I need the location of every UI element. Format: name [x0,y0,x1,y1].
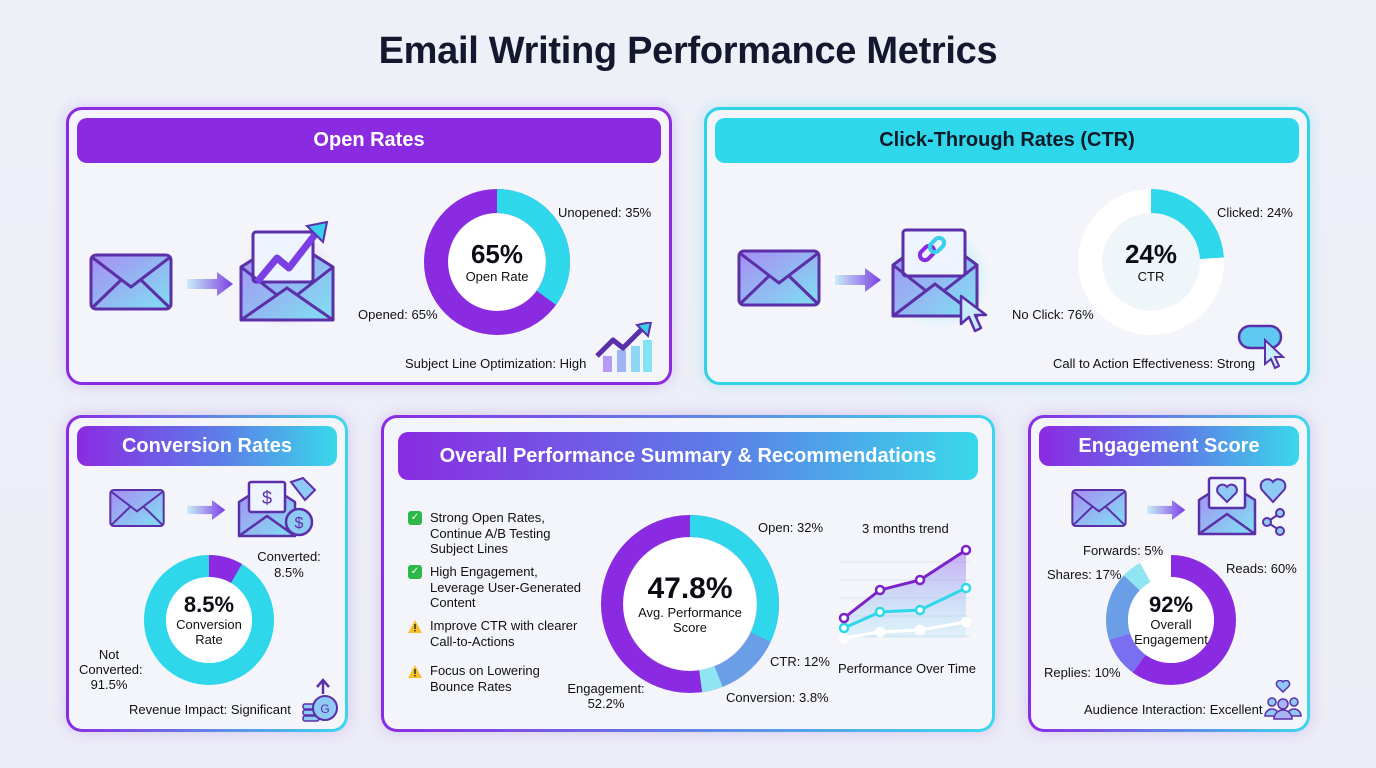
envelope-icon [89,253,173,311]
open-rate-value: 65% [470,239,524,270]
money-envelope-icon: $ $ [237,476,317,538]
open-rates-footer: Subject Line Optimization: High [405,356,587,371]
warning-icon [408,619,422,633]
ctr-footer: Call to Action Effectiveness: Strong [1053,356,1256,371]
envelope-icon [1071,489,1127,527]
summary-header: Overall Performance Summary & Recommenda… [398,432,978,480]
arrow-right-icon [835,268,881,292]
ctr-card: Click-Through Rates (CTR) 24% CTR Clicke… [704,107,1310,385]
open-rates-card: Open Rates 65% Open Rate Unopened: 35% O… [66,107,672,385]
replies-label: Replies: 10% [1044,665,1121,680]
avg-score-value: 47.8% [647,572,733,606]
check-icon: ✓ [408,511,422,525]
engagement-card: Engagement Score 92% Overall Engagement [1028,415,1310,732]
coin-growth-icon: G [302,678,338,722]
svg-text:$: $ [295,515,304,532]
conversion-segment-label: Conversion: 3.8% [726,690,829,705]
reads-label: Reads: 60% [1226,561,1297,576]
recommendation-item: Focus on Lowering Bounce Rates [408,663,540,694]
conversion-footer: Revenue Impact: Significant [129,702,291,717]
summary-center: 47.8% Avg. Performance Score [638,572,742,635]
cursor-icon [959,294,988,333]
envelope-icon [737,249,821,307]
svg-text:$: $ [262,488,272,508]
open-rate-label: Open Rate [465,269,529,285]
cta-button-click-icon [1237,324,1286,370]
ctr-header: Click-Through Rates (CTR) [715,118,1299,163]
trend-caption: Performance Over Time [838,661,976,676]
open-envelope-growth-icon [237,220,337,325]
summary-donut-chart [601,515,779,693]
engagement-donut-chart [1106,555,1236,685]
shares-label: Shares: 17% [1047,567,1122,582]
trend-bars-icon [595,322,653,372]
heart-envelope-icon [1197,476,1257,536]
share-icon [1262,508,1285,536]
engagement-center: 92% Overall Engagement [1134,592,1208,647]
opened-label: Opened: 65% [358,307,438,322]
warning-icon [408,664,422,678]
open-rates-center: 65% Open Rate [447,212,547,312]
arrow-right-icon [187,500,226,520]
open-rates-header: Open Rates [77,118,661,163]
no-click-label: No Click: 76% [1012,307,1094,322]
conversion-header: Conversion Rates [77,426,337,466]
ctr-donut-chart [1078,189,1224,335]
converted-label: Converted: 8.5% [257,549,321,580]
trend-title: 3 months trend [862,521,949,536]
audience-icon [1264,680,1302,720]
engagement-value: 92% [1148,592,1194,618]
arrow-right-icon [187,272,233,296]
trend-line-chart [838,544,972,644]
recommendation-item: ✓ High Engagement, Leverage User-Generate… [408,564,581,611]
heart-icon [1259,478,1287,504]
recommendation-item: Improve CTR with clearer Call-to-Actions [408,618,577,649]
check-icon: ✓ [408,565,422,579]
summary-card: Overall Performance Summary & Recommenda… [381,415,995,732]
ctr-value: 24% [1124,239,1178,270]
forwards-label: Forwards: 5% [1083,543,1164,558]
page-title: Email Writing Performance Metrics [378,30,998,72]
ctr-segment-label: CTR: 12% [770,654,830,669]
ctr-center: 24% CTR [1101,212,1201,312]
engagement-footer: Audience Interaction: Excellent [1084,702,1263,717]
svg-text:G: G [320,702,329,716]
engagement-header: Engagement Score [1039,426,1299,466]
clicked-label: Clicked: 24% [1217,205,1293,220]
recommendation-item: ✓ Strong Open Rates, Continue A/B Testing… [408,510,550,557]
conversion-value: 8.5% [183,592,235,618]
envelope-icon [109,489,165,527]
conversion-donut-chart [144,555,274,685]
unopened-label: Unopened: 35% [558,205,652,220]
arrow-right-icon [1147,500,1186,520]
ctr-label: CTR [1137,269,1165,285]
conversion-card: Conversion Rates $ $ Converted: 8.5% 8.5… [66,415,348,732]
open-segment-label: Open: 32% [758,520,824,535]
not-converted-label: Not Converted: 91.5% [79,647,143,692]
open-rates-donut-chart [424,189,570,335]
engagement-segment-label: Engagement: 52.2% [567,681,645,711]
conversion-center: 8.5% Conversion Rate [176,592,242,647]
